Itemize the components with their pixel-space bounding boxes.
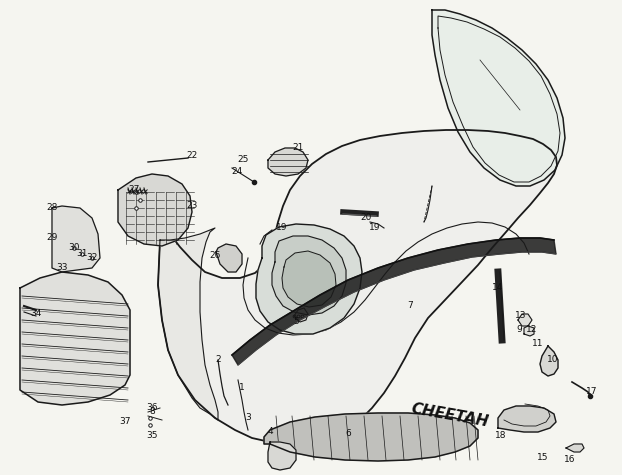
Text: 22: 22 <box>187 151 198 160</box>
Text: 23: 23 <box>187 200 198 209</box>
Text: 4: 4 <box>267 428 273 437</box>
Text: 35: 35 <box>146 430 158 439</box>
Text: 12: 12 <box>526 325 537 334</box>
Text: 32: 32 <box>86 254 98 263</box>
Text: 28: 28 <box>46 203 58 212</box>
Text: 16: 16 <box>564 456 576 465</box>
Text: 19: 19 <box>276 224 288 232</box>
Polygon shape <box>158 228 218 420</box>
Polygon shape <box>282 251 336 307</box>
Text: 9: 9 <box>516 325 522 334</box>
Text: 31: 31 <box>77 249 88 258</box>
Text: 15: 15 <box>537 453 549 462</box>
Text: 18: 18 <box>495 431 507 440</box>
Polygon shape <box>268 148 308 176</box>
Text: 1: 1 <box>239 383 245 392</box>
Text: 8: 8 <box>149 407 155 416</box>
Text: 5: 5 <box>293 317 299 326</box>
Text: 7: 7 <box>407 301 413 310</box>
Text: 10: 10 <box>547 355 559 364</box>
Text: 11: 11 <box>532 339 544 348</box>
Polygon shape <box>540 346 558 376</box>
Text: 6: 6 <box>345 428 351 437</box>
Text: 25: 25 <box>238 155 249 164</box>
Text: 24: 24 <box>231 168 243 177</box>
Text: 34: 34 <box>30 308 42 317</box>
Polygon shape <box>264 413 478 461</box>
Polygon shape <box>268 442 296 470</box>
Polygon shape <box>118 174 192 246</box>
Polygon shape <box>518 314 532 326</box>
Text: 30: 30 <box>68 244 80 253</box>
Text: 19: 19 <box>369 224 381 232</box>
Polygon shape <box>272 236 346 315</box>
Text: 13: 13 <box>515 312 527 321</box>
Polygon shape <box>524 326 534 336</box>
Text: 33: 33 <box>56 264 68 273</box>
Text: 27: 27 <box>128 186 140 194</box>
Polygon shape <box>294 308 308 322</box>
Text: 21: 21 <box>292 143 304 152</box>
Text: 36: 36 <box>146 403 158 412</box>
Polygon shape <box>158 130 557 443</box>
Text: 17: 17 <box>587 388 598 397</box>
Polygon shape <box>232 238 556 365</box>
Polygon shape <box>52 206 100 272</box>
Polygon shape <box>432 10 565 186</box>
Text: 3: 3 <box>245 412 251 421</box>
Polygon shape <box>498 406 556 432</box>
Text: 37: 37 <box>119 418 131 427</box>
Polygon shape <box>566 444 584 452</box>
Text: 2: 2 <box>215 355 221 364</box>
Polygon shape <box>20 272 130 405</box>
Polygon shape <box>256 224 362 334</box>
Polygon shape <box>216 244 242 272</box>
Text: 20: 20 <box>360 213 372 222</box>
Text: 29: 29 <box>46 232 58 241</box>
Text: 26: 26 <box>210 250 221 259</box>
Text: CHEETAH: CHEETAH <box>410 401 490 429</box>
Text: 14: 14 <box>492 284 504 293</box>
